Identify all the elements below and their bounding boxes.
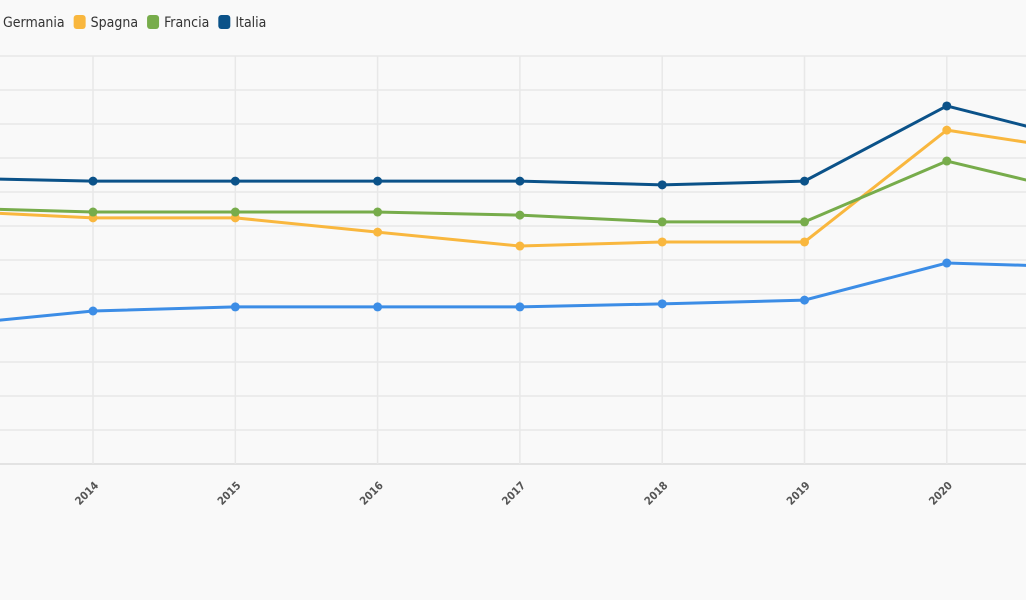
data-point — [657, 217, 667, 227]
x-tick-label: 2019 — [784, 479, 813, 508]
data-point — [942, 125, 952, 135]
data-point — [373, 176, 383, 186]
x-tick-label: 2015 — [215, 479, 244, 508]
x-tick-label: 2018 — [642, 479, 671, 508]
data-point — [942, 156, 952, 166]
data-point — [942, 258, 952, 268]
x-tick-label: 2017 — [499, 479, 528, 508]
data-point — [657, 299, 667, 309]
data-point — [800, 237, 809, 247]
series-line — [0, 128, 1026, 248]
data-point — [515, 302, 525, 312]
legend-label: Italia — [235, 15, 266, 31]
data-point — [373, 302, 383, 312]
data-point — [230, 207, 240, 217]
data-point — [657, 180, 667, 190]
legend-label: Germania — [3, 15, 65, 31]
data-point — [88, 207, 98, 217]
data-point — [800, 176, 809, 186]
data-point — [515, 176, 525, 186]
data-point — [373, 227, 383, 237]
data-point — [800, 217, 809, 227]
data-point — [515, 210, 525, 220]
legend-swatch — [147, 15, 160, 29]
data-point — [515, 241, 525, 251]
data-point — [230, 176, 240, 186]
data-point — [373, 207, 383, 217]
legend-label: Francia — [164, 15, 209, 31]
x-tick-label: 2016 — [357, 479, 386, 508]
series-line — [0, 104, 1026, 187]
data-point — [230, 302, 240, 312]
legend-label: Spagna — [91, 15, 138, 31]
legend-swatch — [73, 15, 86, 29]
data-point — [657, 237, 667, 247]
data-point — [942, 101, 952, 111]
data-point — [800, 295, 809, 305]
x-tick-label: 2020 — [926, 479, 955, 508]
data-point — [88, 306, 98, 316]
data-point — [88, 176, 98, 186]
x-tick-label: 2014 — [73, 479, 102, 508]
legend-swatch — [218, 15, 231, 29]
